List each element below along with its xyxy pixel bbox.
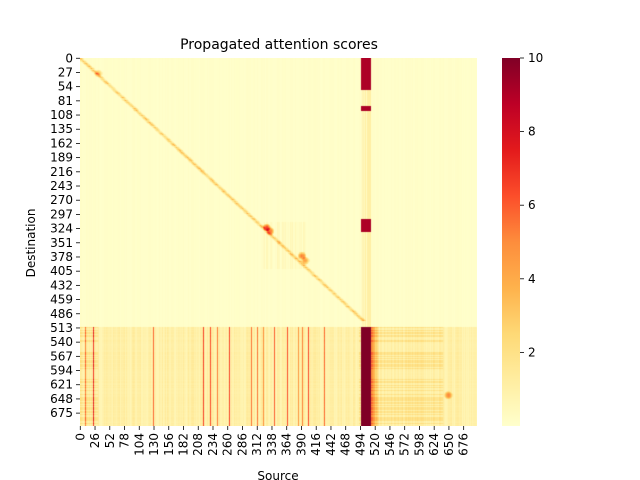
y-axis-label: Destination bbox=[24, 209, 38, 278]
y-tick-label: 459 bbox=[50, 293, 73, 307]
colorbar-axis: 2 4 6 8 10 bbox=[520, 51, 543, 359]
x-tick-label: 442 bbox=[324, 433, 338, 456]
x-tick-label: 312 bbox=[250, 433, 264, 456]
x-tick-label: 520 bbox=[368, 433, 382, 456]
x-tick-label: 494 bbox=[353, 433, 367, 456]
colorbar bbox=[502, 58, 520, 426]
chart-title: Propagated attention scores bbox=[180, 37, 378, 53]
y-tick-label: 297 bbox=[50, 207, 73, 221]
x-tick-label: 0 bbox=[73, 433, 87, 441]
y-tick-label: 270 bbox=[50, 193, 73, 207]
y-tick-label: 486 bbox=[50, 307, 73, 321]
colorbar-tick-label: 6 bbox=[528, 198, 536, 212]
x-tick-label: 208 bbox=[191, 433, 205, 456]
colorbar-tick-label: 8 bbox=[528, 125, 536, 139]
x-tick-label: 286 bbox=[235, 433, 249, 456]
y-tick-label: 405 bbox=[50, 264, 73, 278]
y-tick-label: 648 bbox=[50, 392, 73, 406]
x-tick-label: 624 bbox=[427, 433, 441, 456]
y-tick-label: 189 bbox=[50, 151, 73, 165]
y-tick-label: 162 bbox=[50, 136, 73, 150]
y-tick-label: 594 bbox=[50, 364, 73, 378]
y-tick-label: 54 bbox=[58, 80, 73, 94]
y-tick-label: 567 bbox=[50, 349, 73, 363]
x-tick-label: 260 bbox=[221, 433, 235, 456]
x-tick-label: 26 bbox=[88, 433, 102, 448]
heatmap-area bbox=[80, 58, 477, 426]
x-axis-label: Source bbox=[257, 469, 298, 480]
y-tick-label: 540 bbox=[50, 335, 73, 349]
x-axis: 0 26 52 78 104 130 156 182 208 234 260 286 312 338 364… bbox=[73, 426, 471, 456]
y-tick-label: 108 bbox=[50, 108, 73, 122]
x-tick-label: 416 bbox=[309, 433, 323, 456]
colorbar-tick-label: 2 bbox=[528, 345, 536, 359]
y-tick-label: 0 bbox=[65, 51, 73, 65]
x-tick-label: 468 bbox=[339, 433, 353, 456]
colorbar-tick-label: 4 bbox=[528, 272, 536, 286]
x-tick-label: 156 bbox=[162, 433, 176, 456]
x-tick-label: 130 bbox=[147, 433, 161, 456]
y-tick-label: 81 bbox=[58, 94, 73, 108]
x-tick-label: 234 bbox=[206, 433, 220, 456]
x-tick-label: 572 bbox=[398, 433, 412, 456]
y-tick-label: 675 bbox=[50, 406, 73, 420]
y-tick-label: 243 bbox=[50, 179, 73, 193]
x-tick-label: 390 bbox=[294, 433, 308, 456]
y-tick-label: 378 bbox=[50, 250, 73, 264]
x-tick-label: 104 bbox=[132, 433, 146, 456]
x-tick-label: 546 bbox=[383, 433, 397, 456]
y-tick-label: 432 bbox=[50, 278, 73, 292]
y-tick-label: 216 bbox=[50, 165, 73, 179]
y-tick-label: 513 bbox=[50, 321, 73, 335]
y-axis: 0275481108135162189216243270297324351378… bbox=[50, 51, 80, 420]
x-tick-label: 364 bbox=[280, 433, 294, 456]
x-tick-label: 182 bbox=[177, 433, 191, 456]
y-tick-label: 621 bbox=[50, 378, 73, 392]
x-tick-label: 650 bbox=[442, 433, 456, 456]
x-tick-label: 78 bbox=[118, 433, 132, 448]
x-tick-label: 338 bbox=[265, 433, 279, 456]
x-tick-label: 676 bbox=[457, 433, 471, 456]
x-tick-label: 598 bbox=[412, 433, 426, 456]
y-tick-label: 324 bbox=[50, 222, 73, 236]
y-tick-label: 351 bbox=[50, 236, 73, 250]
x-tick-label: 52 bbox=[103, 433, 117, 448]
y-tick-label: 27 bbox=[58, 65, 73, 79]
colorbar-tick-label: 10 bbox=[528, 51, 543, 65]
y-tick-label: 135 bbox=[50, 122, 73, 136]
